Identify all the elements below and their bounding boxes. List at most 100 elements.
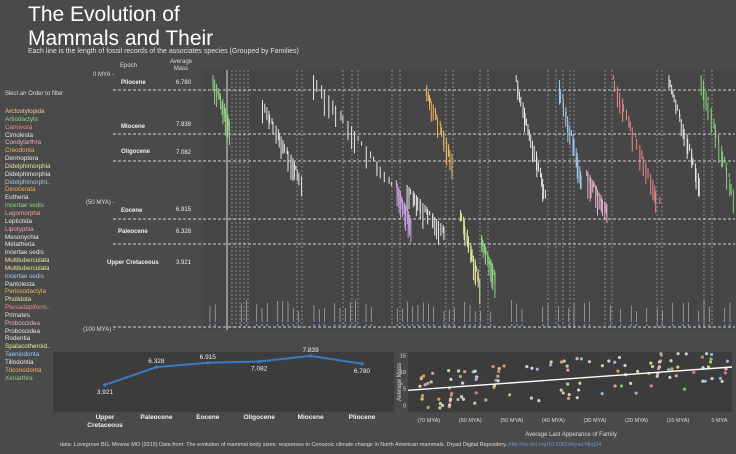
filter-order-item[interactable]: Lipotyphla [5,225,34,233]
axis-label-0-mya: 0 MYA - [93,72,114,78]
filter-order-item[interactable]: Cimolesta [5,131,33,139]
scatter-point [600,392,604,396]
line-point [154,365,159,369]
filter-order-item[interactable]: Multituberculata [5,264,50,272]
fossil-range-plot [113,70,735,330]
family-marker [266,324,269,326]
filter-order-item[interactable]: Xenarthra [5,374,33,382]
scatter-point [682,387,687,391]
family-marker [510,324,513,326]
scatter-point [502,364,506,368]
filter-order-item[interactable]: Didelphimorphi.. [5,178,51,186]
scatter-point [725,359,729,363]
filter-order-item[interactable]: Taeniodonta [5,351,40,359]
filter-order-item[interactable]: Eutheria [5,194,29,202]
scatter-point [658,359,663,363]
filter-order-item[interactable]: Plesiadapiform.. [5,304,51,312]
scatter-point [447,368,451,373]
scatter-point [655,374,659,378]
filter-order-item[interactable]: Didelphimorphia [5,162,51,170]
scatter-point [473,369,477,373]
scatter-trend-line [407,366,733,392]
filter-order-item[interactable]: Pholidota [5,296,32,304]
filter-order-item[interactable]: Dinocerata [5,186,36,194]
filter-order-item[interactable]: Proboscidea [5,319,41,327]
scatter-point [449,377,453,381]
family-marker [427,324,430,326]
scatter-x-tick: (20 MYA) [625,418,648,424]
scatter-point [628,381,633,385]
filter-order-item[interactable]: incertae sedis [5,202,44,210]
scatter-x-label: Average Last Apperance of Family [525,432,617,438]
family-marker [656,324,659,326]
filter-order-item[interactable]: Metatheria [5,241,35,249]
filter-order-item[interactable]: Pantolesta [5,280,35,288]
filter-order-item[interactable]: Artiodactyla [5,115,38,123]
family-marker [255,324,258,326]
scatter-point [676,352,680,356]
epoch-mass-line-chart: 3.921 6.328 6.915 7.082 7.839 6.780 UpperCret… [53,347,394,429]
family-marker [463,324,466,326]
axis-label-50-mya: (50 MYA) - [86,200,115,206]
scatter-point [562,359,566,363]
scatter-point [450,391,454,395]
epoch-name-miocene: Miocene [121,124,146,130]
scatter-point [561,391,565,395]
filter-order-item[interactable]: Didelphimorphia [5,170,51,178]
scatter-point [456,397,460,402]
scatter-point [438,406,442,410]
epoch-mass-pliocene: 6.780 [176,80,192,86]
filter-order-item[interactable]: Mesonychia [5,233,39,241]
family-marker [557,324,560,326]
filter-order-item[interactable]: Triconodonta [5,366,42,374]
filter-order-item[interactable]: Multituberculata [5,257,50,265]
scatter-point [420,394,425,398]
scatter-point [458,374,463,379]
mass-trend-line [104,354,363,386]
filter-order-item[interactable]: Lagomorpha [5,209,41,217]
scatter-point [579,357,584,361]
line-category-label: Miocene [298,414,324,421]
filter-order-item[interactable]: Leptictida [5,217,32,225]
scatter-point [497,369,501,374]
scatter-point [674,374,678,378]
family-marker [422,324,425,326]
scatter-point [705,352,709,356]
order-filter-list[interactable]: Arctostylopida Artiodactyla Carnivora Cimol… [5,108,51,383]
scatter-point [537,399,541,403]
filter-order-item[interactable]: Rodentia [5,335,31,343]
scatter-point [492,385,496,390]
family-marker [630,324,633,326]
filter-order-item[interactable]: Creodonta [5,147,35,155]
family-marker [344,324,347,326]
data-source-footer: data: Lovegrove BG, Mowoe MO (2013) Data… [60,442,601,448]
line-category-label: Upper [96,414,115,421]
filter-order-item[interactable]: Spalacotheroid.. [5,343,51,351]
family-marker [281,324,284,326]
scatter-point [463,370,467,374]
scatter-point [559,388,563,392]
family-marker [318,324,321,326]
scatter-point [718,376,723,381]
family-marker [287,324,289,326]
footer-doi-link[interactable]: http://dx.doi.org/10.5061/dryad.f4kg34 [508,442,602,448]
filter-order-item[interactable]: Primates [5,311,30,319]
filter-order-item[interactable]: incertae sedis [5,249,44,257]
filter-order-item[interactable]: Proboscidea [5,327,41,335]
filter-order-item[interactable]: Perissodactyla [5,288,46,296]
filter-order-item[interactable]: Condylarthra [5,139,42,147]
scatter-point [607,359,611,363]
scatter-point [459,395,464,399]
line-value-label: 7.082 [251,366,268,373]
filter-order-item[interactable]: Dermoptera [5,155,39,163]
filter-order-item[interactable]: Arctostylopida [5,108,45,115]
family-marker [697,324,700,326]
family-marker [479,324,482,326]
scatter-point [668,375,672,379]
filter-order-item[interactable]: incertae sedis [5,272,44,280]
filter-order-item[interactable]: Carnivora [5,123,33,131]
scatter-point [709,357,713,361]
fossil-plot-area [203,70,735,330]
family-marker [635,324,638,326]
filter-order-item[interactable]: Tillodontia [5,359,34,366]
